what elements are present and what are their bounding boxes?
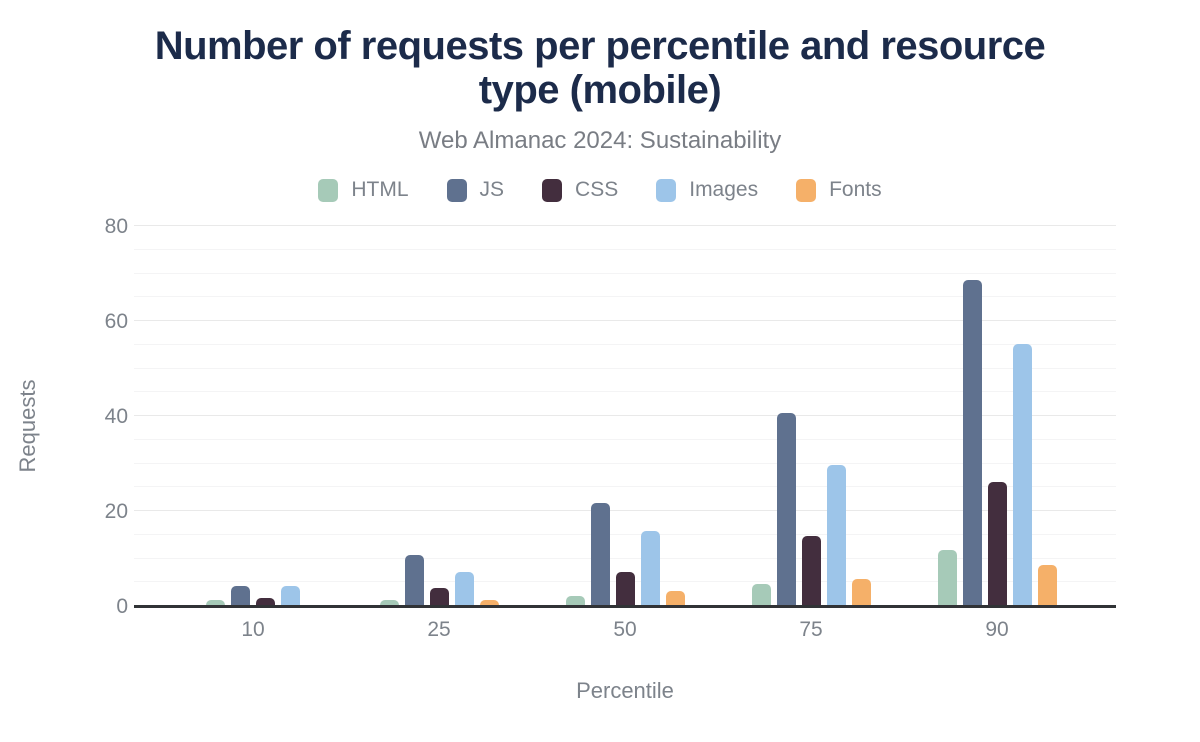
bar-js-p10: [231, 586, 250, 605]
legend-swatch-icon: [318, 178, 339, 202]
gridline-minor: [134, 438, 1116, 440]
y-axis-tick-label: 60: [104, 310, 128, 333]
bar-css-p90: [987, 481, 1007, 605]
gridline-minor: [134, 248, 1116, 250]
bar-js-p25: [404, 555, 424, 605]
bar-js-p75: [776, 412, 796, 605]
gridline-major: [134, 510, 1116, 511]
legend-item-images: Images: [656, 178, 758, 202]
legend-item-css: CSS: [542, 178, 618, 202]
chart-title-line-2: type (mobile): [478, 68, 722, 112]
gridline-minor: [134, 391, 1116, 393]
legend-swatch-icon: [796, 178, 817, 202]
bar-fonts-p90: [1037, 564, 1057, 605]
bar-images-p10: [281, 586, 300, 605]
bar-html-p50: [565, 595, 585, 605]
bar-group-p10: [194, 220, 313, 605]
legend-item-html: HTML: [318, 178, 409, 202]
legend-item-js: JS: [446, 178, 505, 202]
gridline-major: [134, 415, 1116, 416]
bar-images-p50: [640, 531, 660, 605]
bar-css-p25: [429, 588, 449, 605]
bar-group-p75: [751, 220, 871, 605]
x-axis-line: [134, 605, 1116, 608]
x-axis-tick-label: 75: [799, 618, 823, 641]
legend-label: JS: [479, 178, 505, 201]
bar-html-p25: [379, 600, 399, 605]
bar-html-p90: [937, 550, 957, 605]
legend-label: Images: [689, 178, 759, 201]
bar-css-p50: [615, 571, 635, 605]
bar-css-p75: [801, 536, 821, 605]
bar-group-p90: [937, 220, 1057, 605]
bar-fonts-p75: [851, 578, 871, 605]
legend-swatch-icon: [542, 178, 563, 202]
y-axis-tick-label: 80: [104, 215, 128, 238]
chart-title: Number of requests per percentile and re…: [0, 24, 1200, 112]
chart-title-line-1: Number of requests per percentile and re…: [154, 24, 1046, 68]
bar-js-p90: [962, 279, 982, 605]
legend-label: CSS: [575, 178, 619, 201]
x-axis-tick-label: 50: [613, 618, 637, 641]
gridline-minor: [134, 296, 1116, 298]
bar-images-p25: [454, 571, 474, 605]
bar-images-p75: [826, 464, 846, 605]
gridline-minor: [134, 462, 1116, 464]
gridline-minor: [134, 486, 1116, 488]
legend-item-fonts: Fonts: [796, 178, 882, 202]
legend-swatch-icon: [656, 178, 677, 202]
y-axis-tick-label: 40: [104, 405, 128, 428]
plot-area: [134, 220, 1116, 605]
bar-images-p90: [1012, 343, 1032, 605]
bar-group-p25: [379, 220, 499, 605]
gridline-minor: [134, 533, 1116, 535]
gridline-minor: [134, 557, 1116, 559]
x-axis-tick-label: 25: [427, 618, 451, 641]
y-axis-tick-label: 20: [104, 500, 128, 523]
gridline-minor: [134, 367, 1116, 369]
bar-html-p10: [206, 600, 225, 605]
bar-group-p50: [565, 220, 685, 605]
x-axis-tick-label: 90: [985, 618, 1009, 641]
gridline-major: [134, 225, 1116, 226]
legend-label: HTML: [351, 178, 409, 201]
gridline-major: [134, 320, 1116, 321]
x-axis-tick-label: 10: [241, 618, 265, 641]
x-axis-title: Percentile: [576, 678, 674, 703]
gridline-minor: [134, 272, 1116, 274]
chart-subtitle: Web Almanac 2024: Sustainability: [418, 127, 782, 154]
bar-fonts-p25: [479, 600, 499, 605]
bar-html-p75: [751, 583, 771, 605]
bar-js-p50: [590, 502, 610, 605]
legend: HTML JS CSS Images Fonts: [0, 178, 1200, 202]
legend-swatch-icon: [446, 178, 467, 202]
legend-label: Fonts: [829, 178, 882, 201]
bar-css-p10: [256, 597, 275, 605]
y-axis-tick-label: 0: [116, 595, 128, 618]
bar-fonts-p50: [665, 590, 685, 605]
gridline-minor: [134, 343, 1116, 345]
